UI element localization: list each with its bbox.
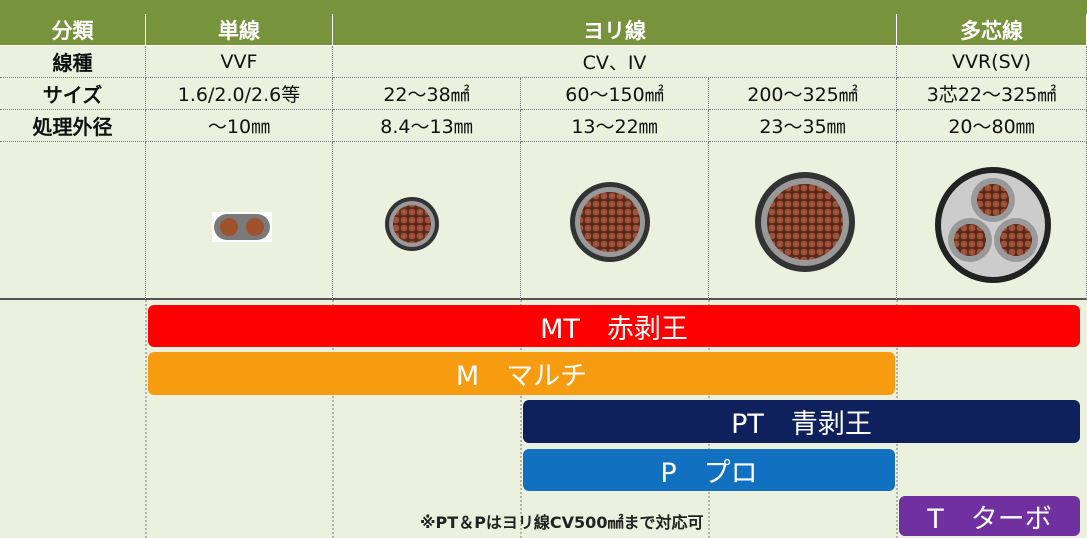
cell <box>146 142 333 300</box>
cell <box>333 142 521 300</box>
row-label: 線種 <box>0 46 146 78</box>
header-cell: ヨリ線 <box>333 14 897 46</box>
tool-bar: T ターボ <box>899 496 1080 536</box>
top-strip <box>0 0 1087 14</box>
cell: ～10㎜ <box>146 110 333 142</box>
tool-bar: P プロ <box>523 449 895 491</box>
row-label: 処理外径 <box>0 110 146 142</box>
cell: 1.6/2.0/2.6等 <box>146 78 333 110</box>
cell: 60～150㎟ <box>521 78 709 110</box>
tool-bar: PT 青剥王 <box>523 400 1080 443</box>
header-cell: 多芯線 <box>897 14 1087 46</box>
tool-bar: M マルチ <box>148 352 895 395</box>
cell: CV、IV <box>333 46 897 78</box>
cell: 13～22㎜ <box>521 110 709 142</box>
cell <box>521 142 709 300</box>
cell: VVF <box>146 46 333 78</box>
note: ※PT＆Pはヨリ線CV500㎟まで対応可 <box>420 513 704 532</box>
cell: 22～38㎟ <box>333 78 521 110</box>
cell: 23～35㎜ <box>709 110 897 142</box>
header-cell: 単線 <box>146 14 333 46</box>
cell: 200～325㎟ <box>709 78 897 110</box>
tool-bar: MT 赤剥王 <box>148 305 1080 347</box>
cell <box>0 142 146 300</box>
cell: 8.4～13㎜ <box>333 110 521 142</box>
header-cell: 分類 <box>0 14 146 46</box>
row-label: サイズ <box>0 78 146 110</box>
cell <box>709 142 897 300</box>
